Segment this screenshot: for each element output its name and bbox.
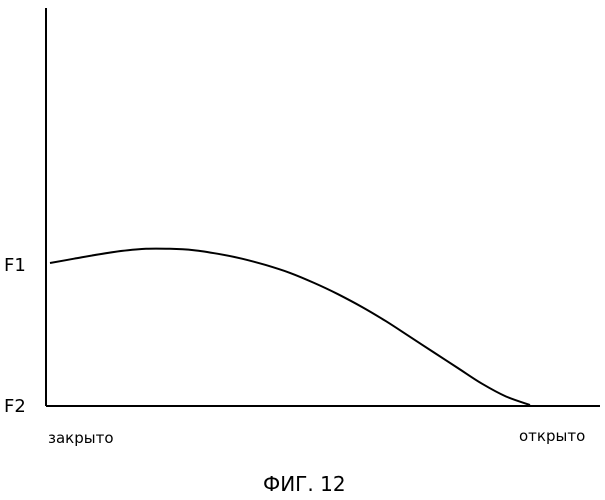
x-tick-label-closed: закрыто [48, 429, 114, 447]
figure-caption: ФИГ. 12 [263, 472, 346, 496]
y-tick-label-f2: F2 [4, 396, 26, 417]
y-tick-label-f1: F1 [4, 255, 26, 276]
x-tick-label-open: открыто [519, 427, 585, 445]
series-line [50, 249, 530, 405]
